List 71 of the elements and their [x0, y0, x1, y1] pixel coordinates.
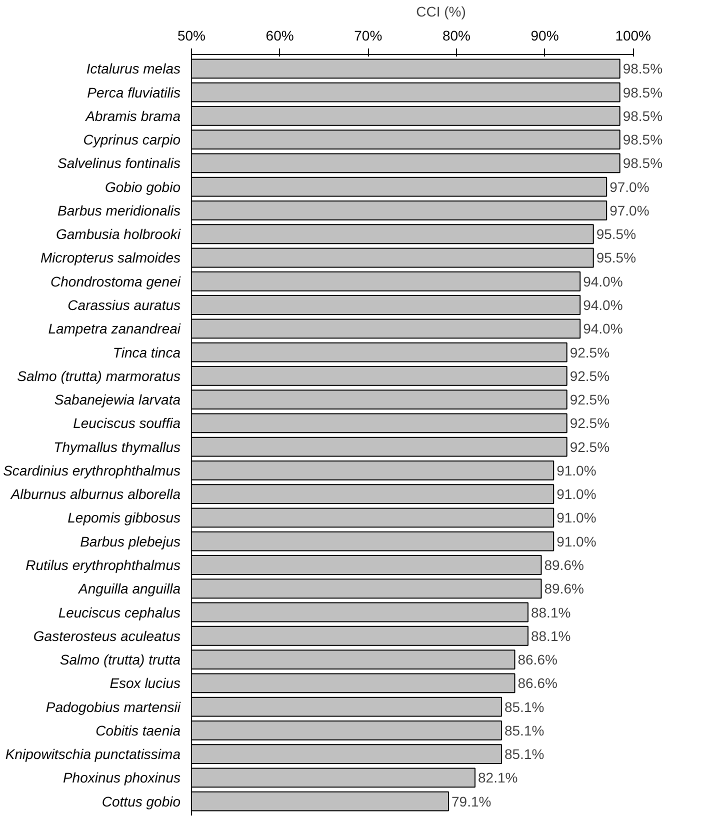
y-tick-label: Salmo (trutta) trutta — [60, 652, 181, 668]
y-tick-label: Sabanejewia larvata — [54, 392, 181, 408]
data-label: 91.0% — [556, 486, 596, 502]
y-tick-label: Esox lucius — [110, 675, 181, 692]
data-label: 98.5% — [622, 108, 663, 124]
y-tick-label: Anguilla anguilla — [78, 580, 181, 597]
y-tick-label: Lepomis gibbosus — [68, 510, 181, 526]
y-tick-label: Abramis brama — [84, 108, 181, 124]
y-tick-label: Barbus plebejus — [80, 533, 181, 550]
y-tick-label: Cobitis taenia — [96, 722, 181, 738]
y-tick-label: Perca fluviatilis — [87, 84, 181, 100]
y-tick-label: Rutilus erythrophthalmus — [26, 556, 181, 573]
y-tick-label: Salvelinus fontinalis — [58, 155, 181, 172]
data-label: 95.5% — [596, 226, 636, 242]
data-label: 85.1% — [504, 722, 544, 738]
data-label: 89.6% — [544, 556, 584, 573]
y-tick-label: Gobio gobio — [104, 178, 181, 195]
data-label: 92.5% — [570, 392, 610, 408]
y-tick-label: Carassius auratus — [68, 297, 180, 314]
data-label: 86.6% — [518, 652, 558, 668]
data-label: 88.1% — [530, 604, 571, 620]
y-tick-label: Padogobius martensii — [46, 698, 182, 715]
data-label: 98.5% — [622, 60, 663, 77]
data-label: 95.5% — [596, 250, 636, 266]
y-tick-label: Thymallus thymallus — [54, 438, 181, 455]
data-label: 97.0% — [610, 178, 650, 195]
data-label: 94.0% — [583, 273, 623, 290]
y-tick-label: Gambusia holbrooki — [56, 226, 182, 242]
y-tick-label: Knipowitschia punctatissima — [5, 746, 181, 762]
y-tick-label: Gasterosteus aculeatus — [33, 628, 181, 644]
y-tick-label: Alburnus alburnus alborella — [10, 486, 181, 502]
y-tick-label: Scardinius erythrophthalmus — [3, 462, 180, 478]
data-label: 97.0% — [610, 202, 650, 218]
data-label: 92.5% — [570, 438, 610, 455]
y-tick-label: Chondrostoma genei — [50, 273, 182, 290]
data-label: 92.5% — [570, 415, 610, 432]
x-tick-label: 70% — [354, 28, 382, 44]
x-tick-label: 60% — [266, 28, 294, 44]
data-label: 79.1% — [452, 793, 492, 810]
data-label: 82.1% — [478, 770, 518, 786]
data-label: 91.0% — [556, 533, 596, 550]
data-label: 98.5% — [622, 155, 663, 172]
data-label: 89.6% — [544, 580, 584, 597]
y-tick-label: Barbus meridionalis — [58, 202, 181, 218]
x-tick-label: 80% — [442, 28, 470, 44]
data-label: 98.5% — [622, 84, 663, 100]
data-label: 85.1% — [504, 746, 544, 762]
y-tick-label: Leuciscus souffia — [73, 415, 181, 432]
y-tick-label: Cyprinus carpio — [83, 132, 181, 148]
y-tick-label: Cottus gobio — [102, 793, 181, 810]
data-label: 92.5% — [570, 344, 610, 360]
y-tick-label: Tinca tinca — [112, 344, 181, 360]
x-axis-title: CCI (%) — [416, 4, 466, 20]
data-label: 91.0% — [556, 510, 596, 526]
y-tick-label: Lampetra zanandreai — [48, 320, 182, 337]
data-label: 92.5% — [570, 368, 610, 384]
data-label: 86.6% — [518, 675, 558, 692]
y-tick-label: Micropterus salmoides — [40, 250, 181, 266]
data-label: 94.0% — [583, 320, 623, 337]
y-tick-label: Salmo (trutta) marmoratus — [17, 368, 181, 384]
y-tick-label: Leuciscus cephalus — [58, 604, 180, 620]
data-label: 98.5% — [622, 132, 663, 148]
y-tick-label: Ictalurus melas — [86, 60, 181, 77]
y-tick-label: Phoxinus phoxinus — [62, 770, 181, 786]
data-label: 91.0% — [556, 462, 596, 478]
data-label: 94.0% — [583, 297, 623, 314]
x-tick-label: 90% — [530, 28, 559, 44]
data-label: 88.1% — [530, 628, 571, 644]
data-label: 85.1% — [504, 698, 544, 715]
x-tick-label: 50% — [177, 28, 206, 44]
x-tick-label: 100% — [615, 28, 651, 44]
